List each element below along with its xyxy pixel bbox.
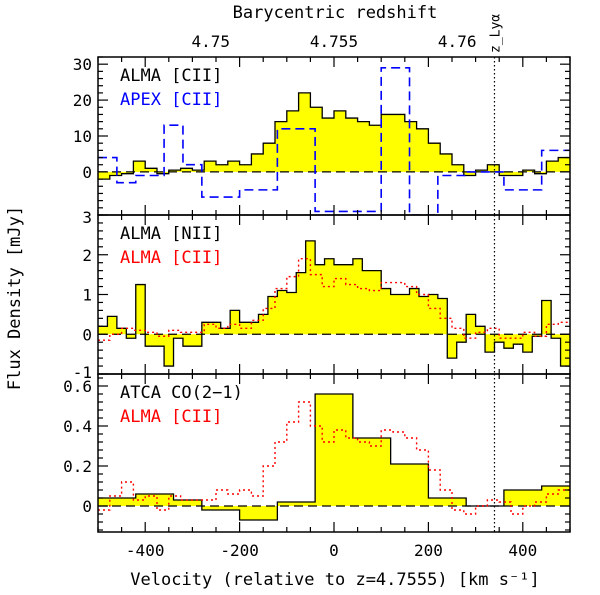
x-tick-label: 400 — [508, 541, 537, 560]
top-tick-label: 4.76 — [438, 32, 477, 51]
y-tick-label: 30 — [73, 55, 92, 74]
bottom-axis-title: Velocity (relative to z=4.7555) [km s⁻¹] — [130, 570, 539, 590]
top-tick-label: 4.755 — [310, 32, 358, 51]
series-line-alma-cii- — [98, 92, 570, 180]
y-tick-label: 0 — [82, 325, 92, 344]
y-tick-label: 0 — [82, 497, 92, 516]
panel-3: 0 0.2 0.4 0.6 ATCA CO(2−1) ALMA [CII] — [63, 373, 571, 533]
x-tick-label: 0 — [329, 541, 339, 560]
legend-entry: APEX [CII] — [120, 90, 222, 110]
top-axis-title: Barycentric redshift — [233, 3, 438, 23]
y-tick-label: 0.6 — [63, 377, 92, 396]
plot-area — [98, 240, 570, 367]
y-tick-label: 0.2 — [63, 457, 92, 476]
y-tick-label: 10 — [73, 127, 92, 146]
lya-label: z_Lyα — [488, 14, 503, 53]
panel-2: -1 0 1 2 3 ALMA [NII] ALMA [CII] — [73, 208, 571, 382]
series-line-alma-cii- — [98, 258, 570, 341]
legend-entry: ALMA [NII] — [120, 224, 222, 244]
x-tick-label: 200 — [414, 541, 443, 560]
legend-entry: ATCA CO(2−1) — [120, 383, 243, 403]
series-line-alma-nii- — [98, 240, 570, 367]
series-fill-atca-co-2-1- — [98, 394, 570, 520]
y-tick-label: 1 — [82, 286, 92, 305]
y-tick-label: 0.4 — [63, 417, 92, 436]
plot-area — [98, 393, 570, 521]
y-tick-label: 3 — [82, 208, 92, 227]
x-tick-label: -400 — [126, 541, 165, 560]
panel-1: 0 10 20 30 ALMA [CII] APEX [CII] — [73, 55, 571, 216]
series-line-apex-cii- — [98, 66, 570, 215]
y-tick-label: -1 — [73, 363, 92, 382]
x-tick-label: -200 — [220, 541, 259, 560]
y-tick-label: 0 — [82, 163, 92, 182]
y-axis-title: Flux Density [mJy] — [5, 206, 25, 390]
legend-entry: ALMA [CII] — [120, 248, 222, 268]
legend-entry: ALMA [CII] — [120, 66, 222, 86]
plot-area — [98, 66, 570, 215]
legend-entry: ALMA [CII] — [120, 407, 222, 427]
y-tick-label: 20 — [73, 91, 92, 110]
top-tick-label: 4.75 — [192, 32, 231, 51]
y-tick-label: 2 — [82, 246, 92, 265]
